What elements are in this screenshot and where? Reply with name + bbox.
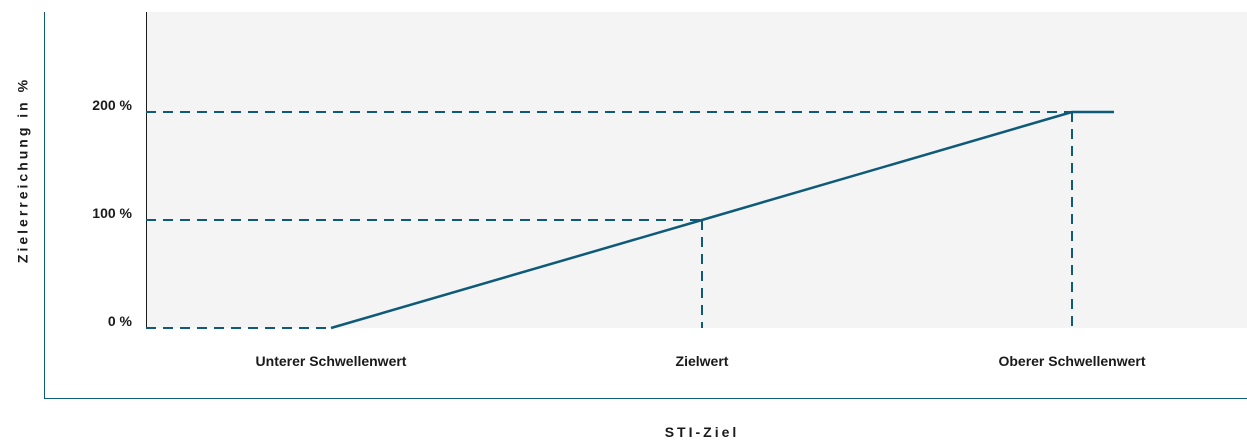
x-axis-title: STI-Ziel	[665, 424, 740, 440]
x-tick-labels: Unterer Schwellenwert Zielwert Oberer Schw…	[256, 353, 1146, 369]
y-tick-label: 0 %	[108, 313, 133, 329]
plot-background	[146, 12, 1247, 328]
y-axis-title: Zielerreichung in %	[15, 77, 31, 263]
y-tick-label: 100 %	[92, 205, 132, 221]
reference-lines	[146, 111, 1073, 329]
series-group	[330, 110, 1114, 330]
x-tick-label: Zielwert	[676, 353, 729, 369]
y-tick-label: 200 %	[92, 97, 132, 113]
y-tick-labels: 0 % 100 % 200 %	[92, 97, 132, 329]
x-tick-label: Oberer Schwellenwert	[998, 353, 1145, 369]
x-tick-label: Unterer Schwellenwert	[256, 353, 407, 369]
series-line	[330, 110, 1114, 330]
